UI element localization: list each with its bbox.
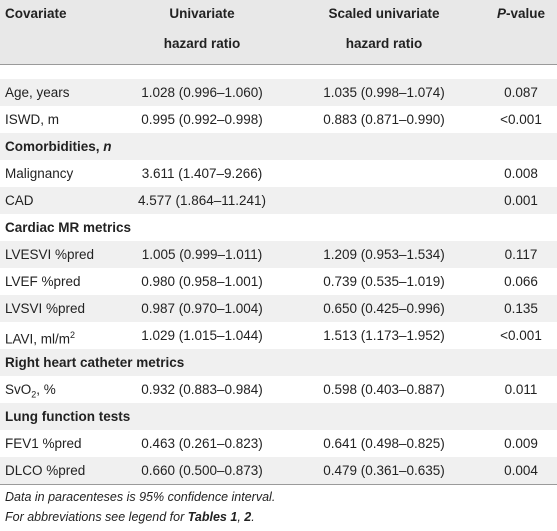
table-row: CAD 4.577 (1.864–11.241) 0.001 bbox=[0, 187, 557, 214]
section-row-comorbidities: Comorbidities, n bbox=[0, 133, 557, 160]
table-row: Malignancy 3.611 (1.407–9.266) 0.008 bbox=[5, 166, 538, 181]
table-row: Age, years 1.028 (0.996–1.060) 1.035 (0.… bbox=[0, 79, 557, 106]
section-row-right-heart-catheter: Right heart catheter metrics bbox=[0, 349, 557, 376]
footnote-ci: Data in paracenteses is 95% confidence i… bbox=[5, 490, 276, 504]
table-row: SvO2, % 0.932 (0.883–0.984) 0.598 (0.403… bbox=[5, 382, 538, 400]
header-scaled-line2: hazard ratio bbox=[345, 36, 423, 51]
header-univariate-line2: hazard ratio bbox=[163, 36, 241, 51]
section-row-lung-function: Lung function tests bbox=[0, 403, 557, 430]
table-row: LVESVI %pred 1.005 (0.999–1.011) 1.209 (… bbox=[0, 241, 557, 268]
header-covariate: Covariate bbox=[5, 6, 67, 21]
section-row-cardiac-mr: Cardiac MR metrics bbox=[5, 220, 132, 235]
footnote-abbreviations: For abbreviations see legend for Tables … bbox=[5, 510, 255, 524]
header-scaled-line1: Scaled univariate bbox=[328, 6, 440, 21]
header-univariate-line1: Univariate bbox=[169, 6, 235, 21]
table-row: LAVI, ml/m2 1.029 (1.015–1.044) 1.513 (1… bbox=[5, 328, 542, 347]
table-row: LVEF %pred 0.980 (0.958–1.001) 0.739 (0.… bbox=[5, 274, 538, 289]
table-row: LVSVI %pred 0.987 (0.970–1.004) 0.650 (0… bbox=[0, 295, 557, 322]
header-divider bbox=[0, 64, 557, 65]
link-tables-2[interactable]: 2 bbox=[244, 510, 252, 524]
table-row: ISWD, m 0.995 (0.992–0.998) 0.883 (0.871… bbox=[5, 112, 542, 127]
table-bottom-rule bbox=[0, 484, 557, 485]
link-tables-1[interactable]: Tables 1 bbox=[187, 510, 238, 524]
table-header: Covariate Univariate hazard ratio Scaled… bbox=[0, 0, 557, 64]
table-row: DLCO %pred 0.660 (0.500–0.873) 0.479 (0.… bbox=[0, 457, 557, 484]
table-row: FEV1 %pred 0.463 (0.261–0.823) 0.641 (0.… bbox=[5, 436, 538, 451]
header-p-value: P-value bbox=[496, 6, 546, 21]
